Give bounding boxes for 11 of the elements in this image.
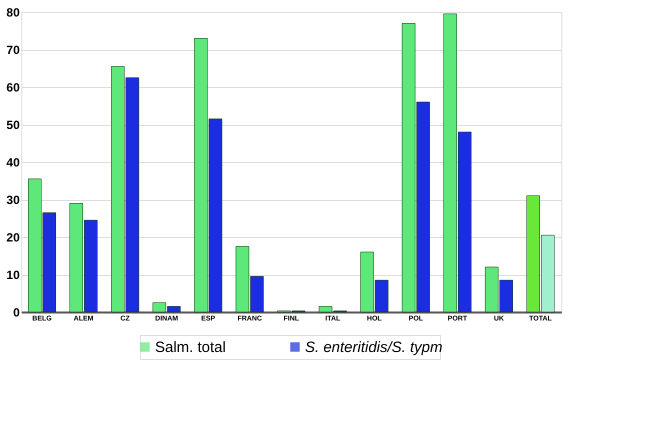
y-tick-label: 30 bbox=[6, 193, 20, 207]
y-tick-label: 80 bbox=[6, 6, 20, 20]
y-tick-label: 70 bbox=[6, 43, 20, 57]
y-tick-label: 40 bbox=[6, 156, 20, 170]
y-tick-label: 50 bbox=[6, 118, 20, 132]
y-tick-label: 60 bbox=[6, 80, 20, 94]
y-tick-label: 20 bbox=[6, 230, 20, 244]
y-tick-label: 10 bbox=[6, 268, 20, 282]
legend-label: Salm. total bbox=[154, 339, 226, 356]
legend-label: S. enteritidis/S. typm bbox=[304, 339, 443, 356]
y-tick-label: 0 bbox=[13, 306, 20, 320]
